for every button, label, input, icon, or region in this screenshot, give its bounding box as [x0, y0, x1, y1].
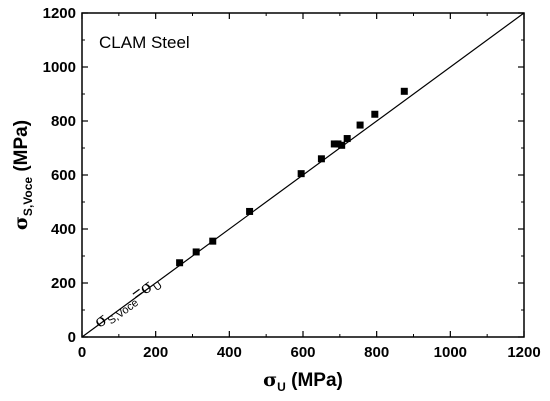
data-point [371, 110, 379, 118]
x-tick-label: 600 [290, 344, 315, 361]
x-axis-sigma: σ [263, 369, 277, 391]
plot-frame [81, 12, 525, 338]
data-point [209, 237, 217, 245]
ref-label-sub-1: S,Voce [106, 297, 141, 327]
x-axis-unit: (MPa) [286, 370, 343, 391]
data-point [246, 207, 254, 215]
data-point [356, 121, 364, 129]
data-point [317, 155, 325, 163]
y-tick-label: 1000 [43, 59, 76, 76]
data-points [176, 87, 408, 267]
data-point [330, 140, 338, 148]
x-tick-label: 400 [217, 344, 242, 361]
x-tick-label: 800 [364, 344, 389, 361]
x-tick-label: 1000 [434, 344, 467, 361]
x-tick-label: 200 [143, 344, 168, 361]
data-point [297, 170, 305, 178]
y-tick-label: 800 [51, 113, 76, 130]
data-point [400, 87, 408, 95]
reference-line-label: σS,Voce=σU [90, 271, 164, 334]
data-point [338, 141, 346, 149]
y-tick-label: 200 [51, 275, 76, 292]
data-point [176, 259, 184, 267]
y-axis-unit: (MPa) [11, 120, 32, 177]
chart-annotation: CLAM Steel [99, 33, 190, 52]
x-axis-subscript: U [277, 380, 286, 394]
y-tick-label: 400 [51, 221, 76, 238]
y-axis-subscript: S,Voce [21, 177, 35, 216]
y-axis-sigma: σ [10, 216, 32, 230]
data-point [343, 135, 351, 143]
data-point [334, 140, 342, 148]
x-axis-title: σU (MPa) [263, 369, 343, 394]
tick-labels: 0 200 400 600 800 1000 1200 0 200 400 600 800 1000 12… [43, 5, 541, 361]
y-axis-title: σS,Voce (MPa) [10, 120, 35, 230]
y-tick-label: 0 [68, 329, 76, 346]
data-point [192, 248, 200, 256]
x-tick-label: 0 [78, 344, 86, 361]
x-tick-label: 1200 [507, 344, 540, 361]
y-tick-label: 600 [51, 167, 76, 184]
y-tick-label: 1200 [43, 5, 76, 22]
